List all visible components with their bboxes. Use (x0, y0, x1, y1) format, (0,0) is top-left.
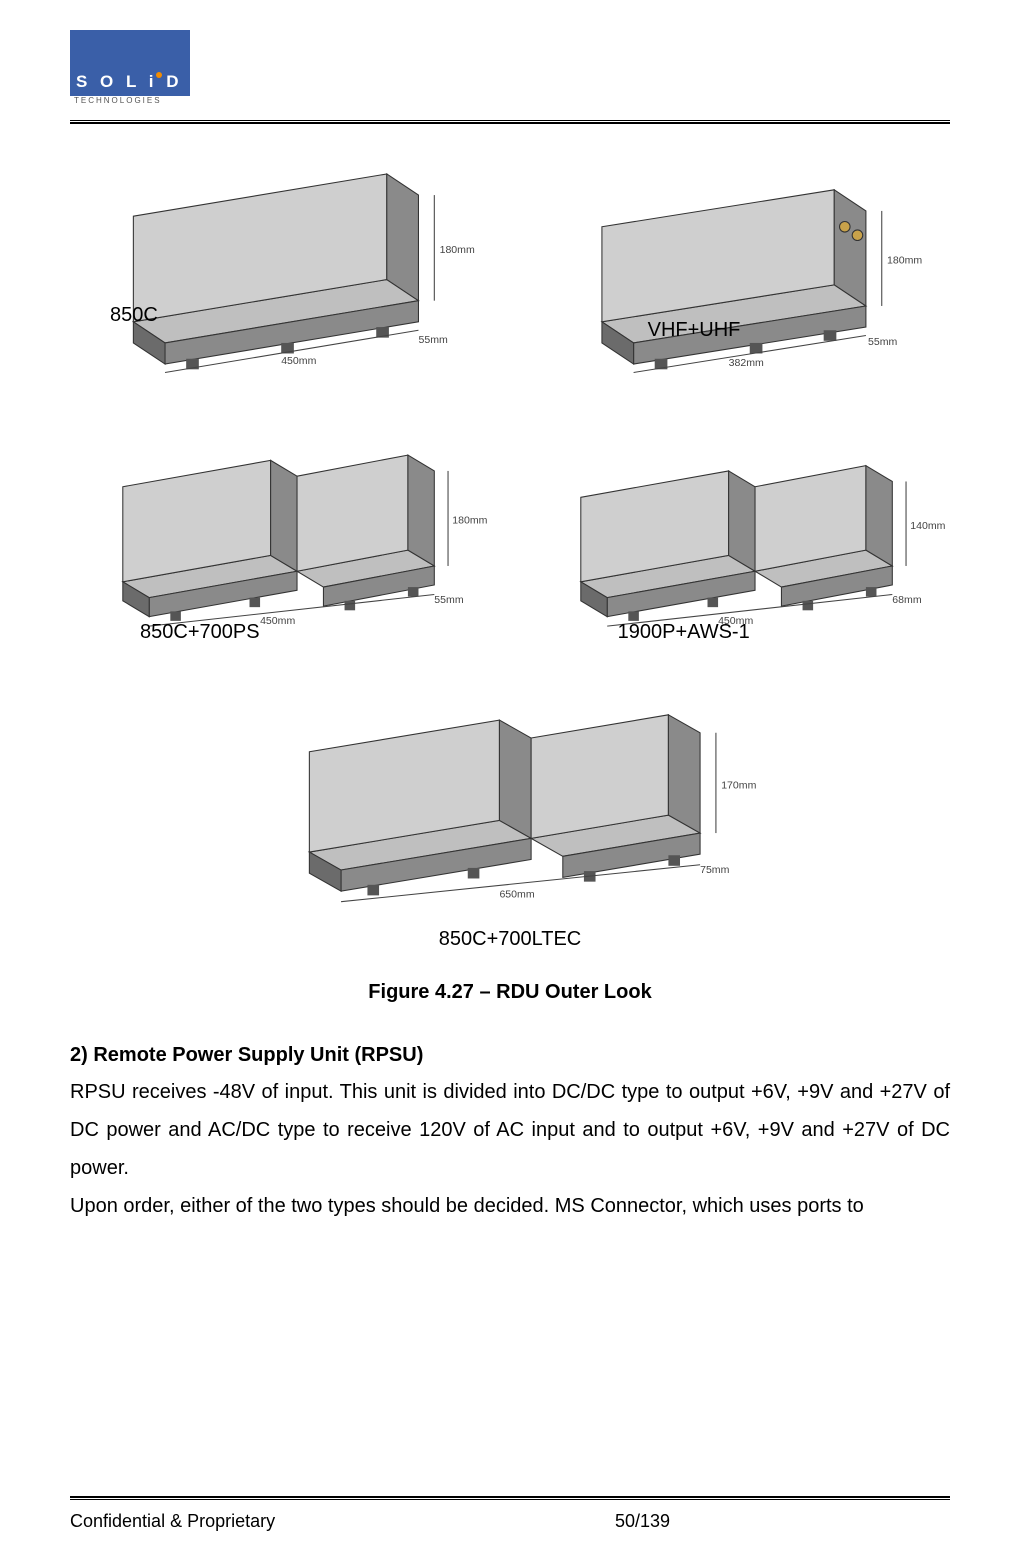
dim-h: 170mm (721, 780, 756, 792)
dim-h: 180mm (440, 244, 475, 256)
footer-rule (70, 1496, 950, 1500)
device-850c-svg: 450mm 180mm 55mm (70, 144, 492, 394)
dim-w: 450mm (281, 355, 316, 367)
label-850c-700ltec: 850C+700LTEC (70, 928, 950, 951)
figure-850c: 450mm 180mm 55mm 850C (70, 144, 492, 394)
dim-d: 68mm (892, 594, 922, 606)
figure-1900p-aws1: 450mm 140mm 68mm 1900P+AWS-1 (528, 404, 950, 654)
dim-h: 180mm (887, 255, 922, 267)
logo-band-top (70, 30, 190, 70)
dim-d: 75mm (700, 864, 730, 876)
dim-w: 382mm (728, 357, 763, 369)
section-paragraph-1: RPSU receives -48V of input. This unit i… (70, 1073, 950, 1187)
figure-caption: Figure 4.27 – RDU Outer Look (70, 981, 950, 1004)
footer-page-number: 50/139 (555, 1511, 670, 1532)
device-850c-700ltec-svg: 650mm 170mm 75mm (246, 664, 774, 924)
dim-w: 450mm (260, 615, 295, 627)
label-vhf-uhf: VHF+UHF (648, 319, 741, 342)
section-paragraph-2: Upon order, either of the two types shou… (70, 1187, 950, 1225)
dim-h: 180mm (452, 515, 487, 527)
logo-dot (156, 72, 162, 78)
label-1900p-aws1: 1900P+AWS-1 (618, 621, 750, 644)
figure-vhf-uhf: 382mm 180mm 55mm VHF+UHF (528, 144, 950, 394)
dim-h: 140mm (910, 520, 945, 532)
dim-d: 55mm (868, 336, 898, 348)
figure-row-3: 650mm 170mm 75mm (70, 664, 950, 924)
header-rule (70, 120, 950, 124)
figures-area: 450mm 180mm 55mm 850C 382mm (70, 144, 950, 1225)
dim-w: 650mm (499, 888, 534, 900)
page-footer: Confidential & Proprietary 50/139 (70, 1511, 950, 1532)
dim-d: 55mm (434, 594, 464, 606)
footer-confidential: Confidential & Proprietary (70, 1511, 275, 1532)
logo-sub: TECHNOLOGIES (70, 96, 162, 105)
device-vhf-uhf-svg: 382mm 180mm 55mm (528, 144, 950, 394)
figure-850c-700ps: 450mm 180mm 55mm 850C+700PS (70, 404, 492, 654)
brand-logo: S O L i D TECHNOLOGIES (70, 20, 190, 90)
dim-d: 55mm (418, 334, 448, 346)
figure-row-1: 450mm 180mm 55mm 850C 382mm (70, 144, 950, 394)
label-850c-700ps: 850C+700PS (140, 621, 260, 644)
label-850c: 850C (110, 304, 158, 327)
logo-title: S O L i D (70, 70, 190, 96)
figure-row-2: 450mm 180mm 55mm 850C+700PS (70, 404, 950, 654)
device-1900p-aws1-svg: 450mm 140mm 68mm (528, 404, 950, 654)
device-850c-700ps-svg: 450mm 180mm 55mm (70, 404, 492, 654)
section-heading: 2) Remote Power Supply Unit (RPSU) (70, 1044, 950, 1067)
figure-850c-700ltec: 650mm 170mm 75mm (246, 664, 774, 924)
